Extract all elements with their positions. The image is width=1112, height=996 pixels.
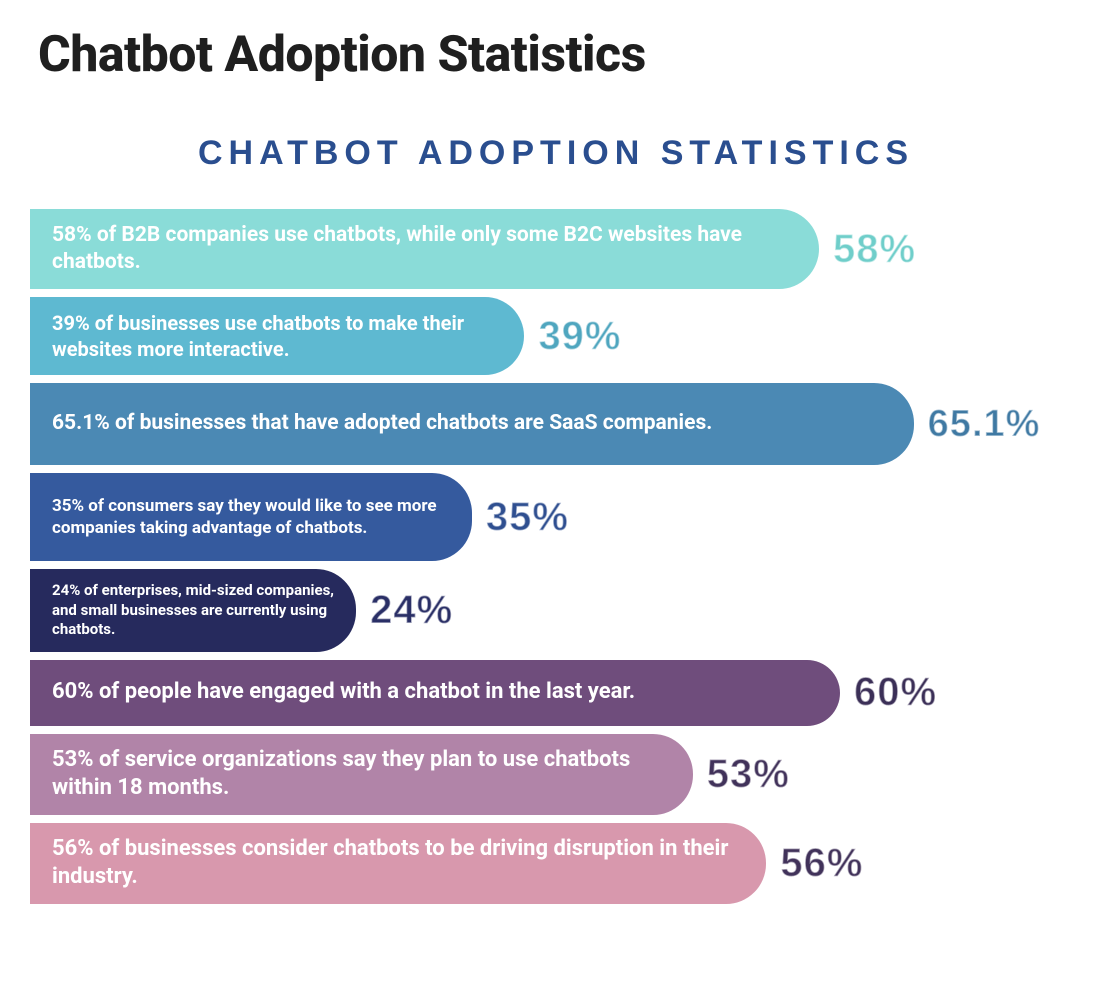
bar-disruption: 56% of businesses consider chatbots to b… [30,823,766,904]
bar-text: 39% of businesses use chatbots to make t… [52,310,502,362]
infographic-title: CHATBOT ADOPTION STATISTICS [30,134,1082,173]
percent-label: 24% [370,588,453,633]
bar-service-orgs: 53% of service organizations say they pl… [30,734,693,815]
bar-text: 60% of people have engaged with a chatbo… [52,678,818,707]
bar-saas: 65.1% of businesses that have adopted ch… [30,383,914,465]
percent-label: 65.1% [928,403,1041,446]
bar-row: 58% of B2B companies use chatbots, while… [30,209,1082,289]
bar-consumers: 35% of consumers say they would like to … [30,473,472,561]
percent-label: 56% [780,841,863,886]
bar-text: 58% of B2B companies use chatbots, while… [52,222,797,277]
bar-row: 65.1% of businesses that have adopted ch… [30,383,1082,465]
percent-label: 58% [833,227,916,272]
percent-label: 60% [854,670,937,715]
bar-text: 56% of businesses consider chatbots to b… [52,835,744,892]
bar-row: 24% of enterprises, mid-sized companies,… [30,569,1082,652]
bar-list: 58% of B2B companies use chatbots, while… [30,209,1082,904]
percent-label: 35% [486,495,569,540]
bar-text: 35% of consumers say they would like to … [52,495,450,539]
bar-b2b: 58% of B2B companies use chatbots, while… [30,209,819,289]
bar-text: 53% of service organizations say they pl… [52,746,671,803]
bar-row: 39% of businesses use chatbots to make t… [30,297,1082,375]
bar-row: 53% of service organizations say they pl… [30,734,1082,815]
bar-text: 24% of enterprises, mid-sized companies,… [52,581,334,640]
bar-text: 65.1% of businesses that have adopted ch… [52,410,892,437]
bar-row: 56% of businesses consider chatbots to b… [30,823,1082,904]
bar-row: 35% of consumers say they would like to … [30,473,1082,561]
percent-label: 39% [538,314,621,359]
bar-engaged: 60% of people have engaged with a chatbo… [30,660,840,726]
bar-row: 60% of people have engaged with a chatbo… [30,660,1082,726]
percent-label: 53% [707,752,790,797]
infographic: CHATBOT ADOPTION STATISTICS 58% of B2B c… [30,134,1082,904]
bar-interactive: 39% of businesses use chatbots to make t… [30,297,524,375]
page-title: Chatbot Adoption Statistics [38,26,1082,84]
bar-enterprises: 24% of enterprises, mid-sized companies,… [30,569,356,652]
